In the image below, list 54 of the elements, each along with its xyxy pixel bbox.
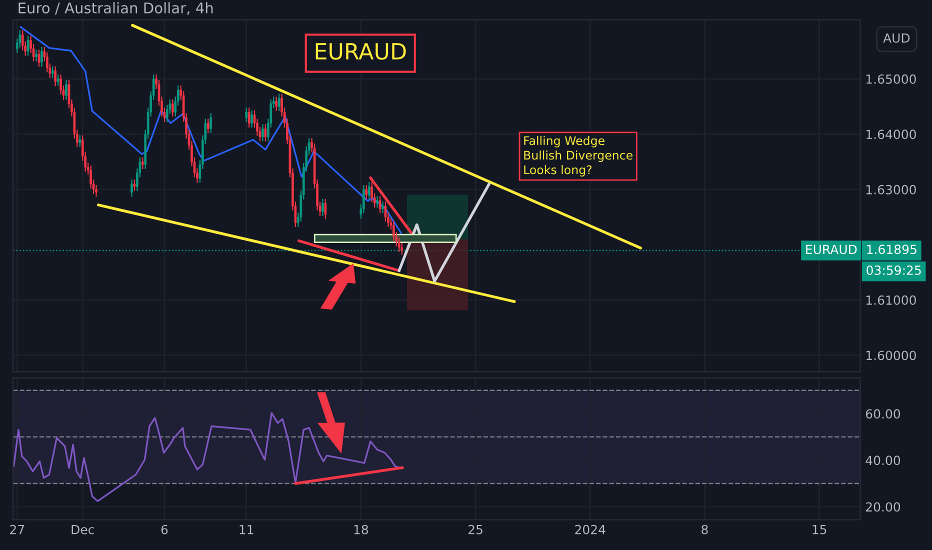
y-tick-label: 1.61000 (866, 295, 916, 305)
candlestick (54, 66, 57, 87)
x-tick-label: Dec (72, 524, 94, 534)
candlestick (365, 184, 368, 200)
y-tick-label: 60.00 (866, 409, 900, 419)
annotation: EURAUD (806, 244, 857, 254)
candlestick (65, 79, 68, 100)
x-tick-label: 2024 (575, 524, 606, 534)
x-tick-label: 8 (702, 524, 708, 534)
candlestick (130, 178, 133, 198)
candlestick (26, 35, 30, 56)
candlestick (248, 107, 250, 128)
candlestick (35, 49, 38, 62)
candlestick (324, 198, 327, 220)
y-tick-label: 1.60000 (866, 350, 916, 360)
x-tick-label: 25 (468, 524, 482, 534)
candlestick (133, 178, 136, 192)
x-tick-label: 6 (161, 524, 168, 534)
candlestick (275, 96, 278, 112)
candlestick (38, 49, 40, 68)
candlestick (40, 46, 43, 68)
x-tick-label: 18 (354, 524, 368, 534)
chart-title: Euro / Australian Dollar, 4h (18, 2, 213, 15)
text: 03:59:25 (866, 266, 921, 275)
x-tick-label: 27 (10, 524, 24, 534)
candlestick (78, 134, 82, 148)
text: AUD (883, 33, 910, 43)
y-tick-label: 20.00 (866, 502, 900, 512)
candlestick (378, 196, 382, 214)
y-tick-label: 40.00 (866, 456, 900, 466)
candlestick (368, 182, 370, 200)
candlestick (278, 93, 280, 112)
annotation: EURAUD (316, 43, 406, 60)
x-tick-label: 11 (240, 524, 254, 534)
candlestick (56, 74, 60, 87)
candlestick (250, 110, 253, 128)
candlestick (172, 98, 174, 118)
candlestick (210, 112, 212, 134)
candlestick (206, 118, 210, 134)
candlestick (382, 201, 384, 214)
line-series (398, 182, 491, 283)
candlestick (51, 66, 54, 78)
candlestick (262, 124, 264, 142)
candlestick (322, 198, 324, 217)
annotation: Falling Wedge Bullish Divergence Looks long? (524, 136, 632, 177)
ref-line-label: 1.61895 (867, 244, 916, 254)
candlestick (376, 196, 378, 208)
x-tick-label: 15 (812, 524, 826, 534)
candlestick (245, 107, 248, 123)
candlestick (141, 156, 144, 170)
y-tick-label: 1.63000 (866, 184, 916, 194)
candlestick (264, 124, 267, 142)
y-tick-label: 1.65000 (866, 74, 916, 84)
y-tick-label: 1.64000 (866, 130, 916, 140)
